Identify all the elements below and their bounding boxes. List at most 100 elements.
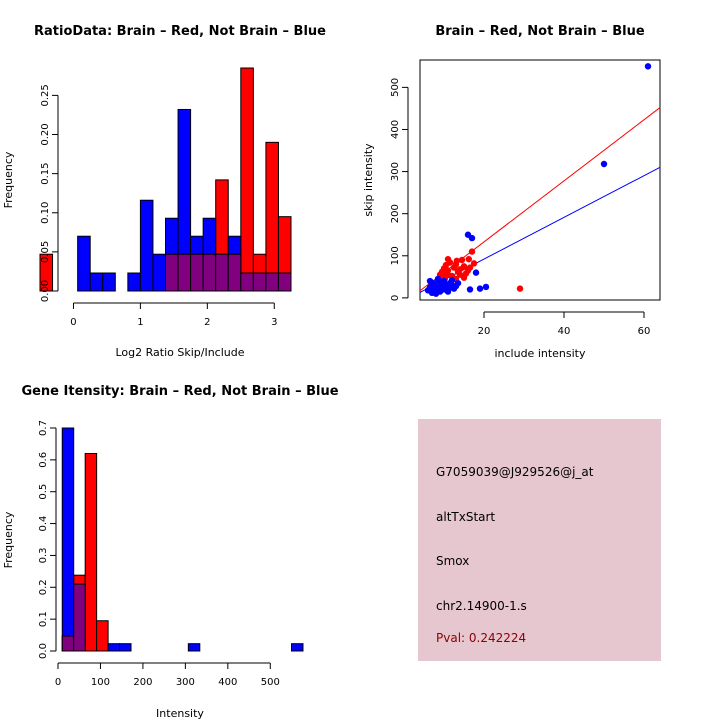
scatter-point-brain (446, 259, 454, 266)
intensity-blue-bar (61, 427, 75, 652)
ratio-red-bar (240, 67, 254, 292)
ratio-red-bar (265, 141, 279, 292)
gene-intensity-histogram-panel: Gene Itensity: Brain – Red, Not Brain – … (2, 384, 339, 720)
scatter-point-brain (470, 260, 478, 267)
ratio-overlap-bar (277, 272, 292, 292)
scatter-title: Brain – Red, Not Brain – Blue (435, 24, 644, 39)
intensity-blue-bar (107, 643, 121, 652)
ratio-y-tick-label: 0.10 (40, 202, 51, 224)
intensity-x-tick-label: 400 (218, 677, 237, 688)
intensity-blue-bar (291, 643, 304, 652)
intensity-y-tick-label: 0.4 (38, 516, 49, 532)
ratio-overlap-bar (240, 272, 254, 292)
scatter-point-not-brain (438, 285, 446, 292)
scatter-point-not-brain (434, 275, 442, 283)
intensity-y-tick-label: 0.2 (38, 579, 49, 595)
ratio-histogram-panel: RatioData: Brain – Red, Not Brain – Blue… (2, 24, 326, 359)
ratio-x-tick-label: 2 (204, 317, 210, 328)
ratio-y-tick-label: 0.25 (40, 84, 51, 106)
ratio-histogram-ylabel: Frequency (2, 151, 15, 208)
ratio-overlap-bar (227, 253, 242, 292)
scatter-point-brain (465, 255, 472, 263)
scatter-point-brain (460, 263, 468, 270)
scatter-point-brain (456, 271, 464, 278)
scatter-point-not-brain (426, 277, 434, 285)
intensity-red-bar (84, 452, 98, 652)
scatter-x-tick-label: 40 (558, 326, 571, 337)
ratio-blue-bar (139, 199, 154, 292)
ratio-x-tick-label: 1 (137, 317, 143, 328)
ratio-red-bar (39, 253, 54, 292)
gene-name-text: Smox (436, 554, 469, 568)
intensity-red-bar (96, 620, 109, 652)
scatter-y-tick-label: 100 (390, 246, 401, 265)
scatter-point-brain (453, 257, 460, 265)
ratio-x-tick-label: 3 (271, 317, 277, 328)
scatter-point-not-brain (454, 279, 462, 287)
ratio-overlap-bar (165, 253, 179, 292)
ratio-y-tick-label: 0.05 (40, 241, 51, 263)
scatter-point-not-brain (472, 269, 480, 276)
scatter-point-not-brain (468, 234, 476, 242)
scatter-point-brain (458, 256, 466, 264)
ratio-x-tick-label: 0 (70, 317, 76, 328)
ratio-blue-bar (102, 272, 116, 292)
intensity-y-tick-label: 0.7 (38, 420, 49, 436)
scatter-x-tick-label: 60 (638, 326, 651, 337)
scatter-point-brain (468, 248, 476, 255)
gene-intensity-xlabel: Intensity (156, 707, 204, 720)
intensity-x-tick-label: 0 (55, 677, 61, 688)
scatter-point-not-brain (644, 63, 652, 70)
scatter-y-tick-label: 200 (390, 204, 401, 223)
intensity-x-tick-label: 200 (133, 677, 152, 688)
pval-text: Pval: 0.242224 (436, 631, 526, 645)
ratio-histogram-xlabel: Log2 Ratio Skip/Include (115, 346, 244, 359)
scatter-point-not-brain (440, 277, 448, 285)
gene-intensity-ylabel: Frequency (2, 511, 15, 568)
scatter-y-tick-label: 0 (390, 295, 401, 301)
probe-id-text: G7059039@J929526@j_at (436, 465, 594, 479)
intensity-y-tick-label: 0.0 (38, 643, 49, 659)
ratio-overlap-bar (215, 253, 229, 292)
scatter-y-tick-label: 400 (390, 120, 401, 139)
intensity-x-tick-label: 500 (261, 677, 280, 688)
intensity-scatter-panel: Brain – Red, Not Brain – Blue 20 40 60 0 100… (362, 24, 661, 360)
scatter-point-brain (466, 264, 474, 271)
ratio-blue-bar (89, 272, 104, 292)
info-panel-background (418, 419, 661, 661)
ratio-y-tick-label: 0.00 (40, 280, 51, 302)
ratio-overlap-bar (190, 253, 204, 292)
location-text: chr2.14900-1.s (436, 599, 527, 613)
intensity-x-tick-label: 100 (91, 677, 110, 688)
ratio-histogram-title: RatioData: Brain – Red, Not Brain – Blue (34, 24, 326, 39)
scatter-point-not-brain (600, 160, 608, 168)
ratio-y-tick-label: 0.15 (40, 162, 51, 184)
event-type-text: altTxStart (436, 510, 495, 524)
intensity-y-tick-label: 0.5 (38, 484, 49, 500)
ratio-overlap-bar (252, 272, 267, 292)
scatter-point-not-brain (448, 277, 456, 284)
scatter-ylabel: skip intensity (362, 143, 375, 217)
intensity-overlap-bar (73, 583, 86, 652)
ratio-overlap-bar (202, 253, 217, 292)
scatter-point-not-brain (466, 286, 474, 293)
ratio-y-tick-label: 0.20 (40, 123, 51, 145)
scatter-xlabel: include intensity (494, 347, 586, 360)
intensity-blue-bar (119, 643, 132, 652)
scatter-x-tick-label: 20 (478, 326, 491, 337)
scatter-y-tick-label: 500 (390, 78, 401, 97)
ratio-blue-bar (152, 253, 166, 292)
scatter-point-not-brain (446, 284, 454, 291)
intensity-blue-bar (187, 643, 201, 652)
scatter-point-not-brain (476, 285, 484, 292)
intensity-y-tick-label: 0.1 (38, 611, 49, 627)
scatter-plot-box (419, 59, 661, 301)
scatter-point-not-brain (482, 283, 490, 291)
ratio-blue-bar (77, 235, 91, 292)
scatter-point-brain (516, 285, 524, 292)
info-panel: G7059039@J929526@j_at altTxStart Smox ch… (418, 419, 661, 661)
gene-intensity-title: Gene Itensity: Brain – Red, Not Brain – … (21, 384, 338, 399)
intensity-x-tick-label: 300 (176, 677, 195, 688)
intensity-overlap-bar (61, 635, 75, 652)
scatter-y-tick-label: 300 (390, 162, 401, 181)
